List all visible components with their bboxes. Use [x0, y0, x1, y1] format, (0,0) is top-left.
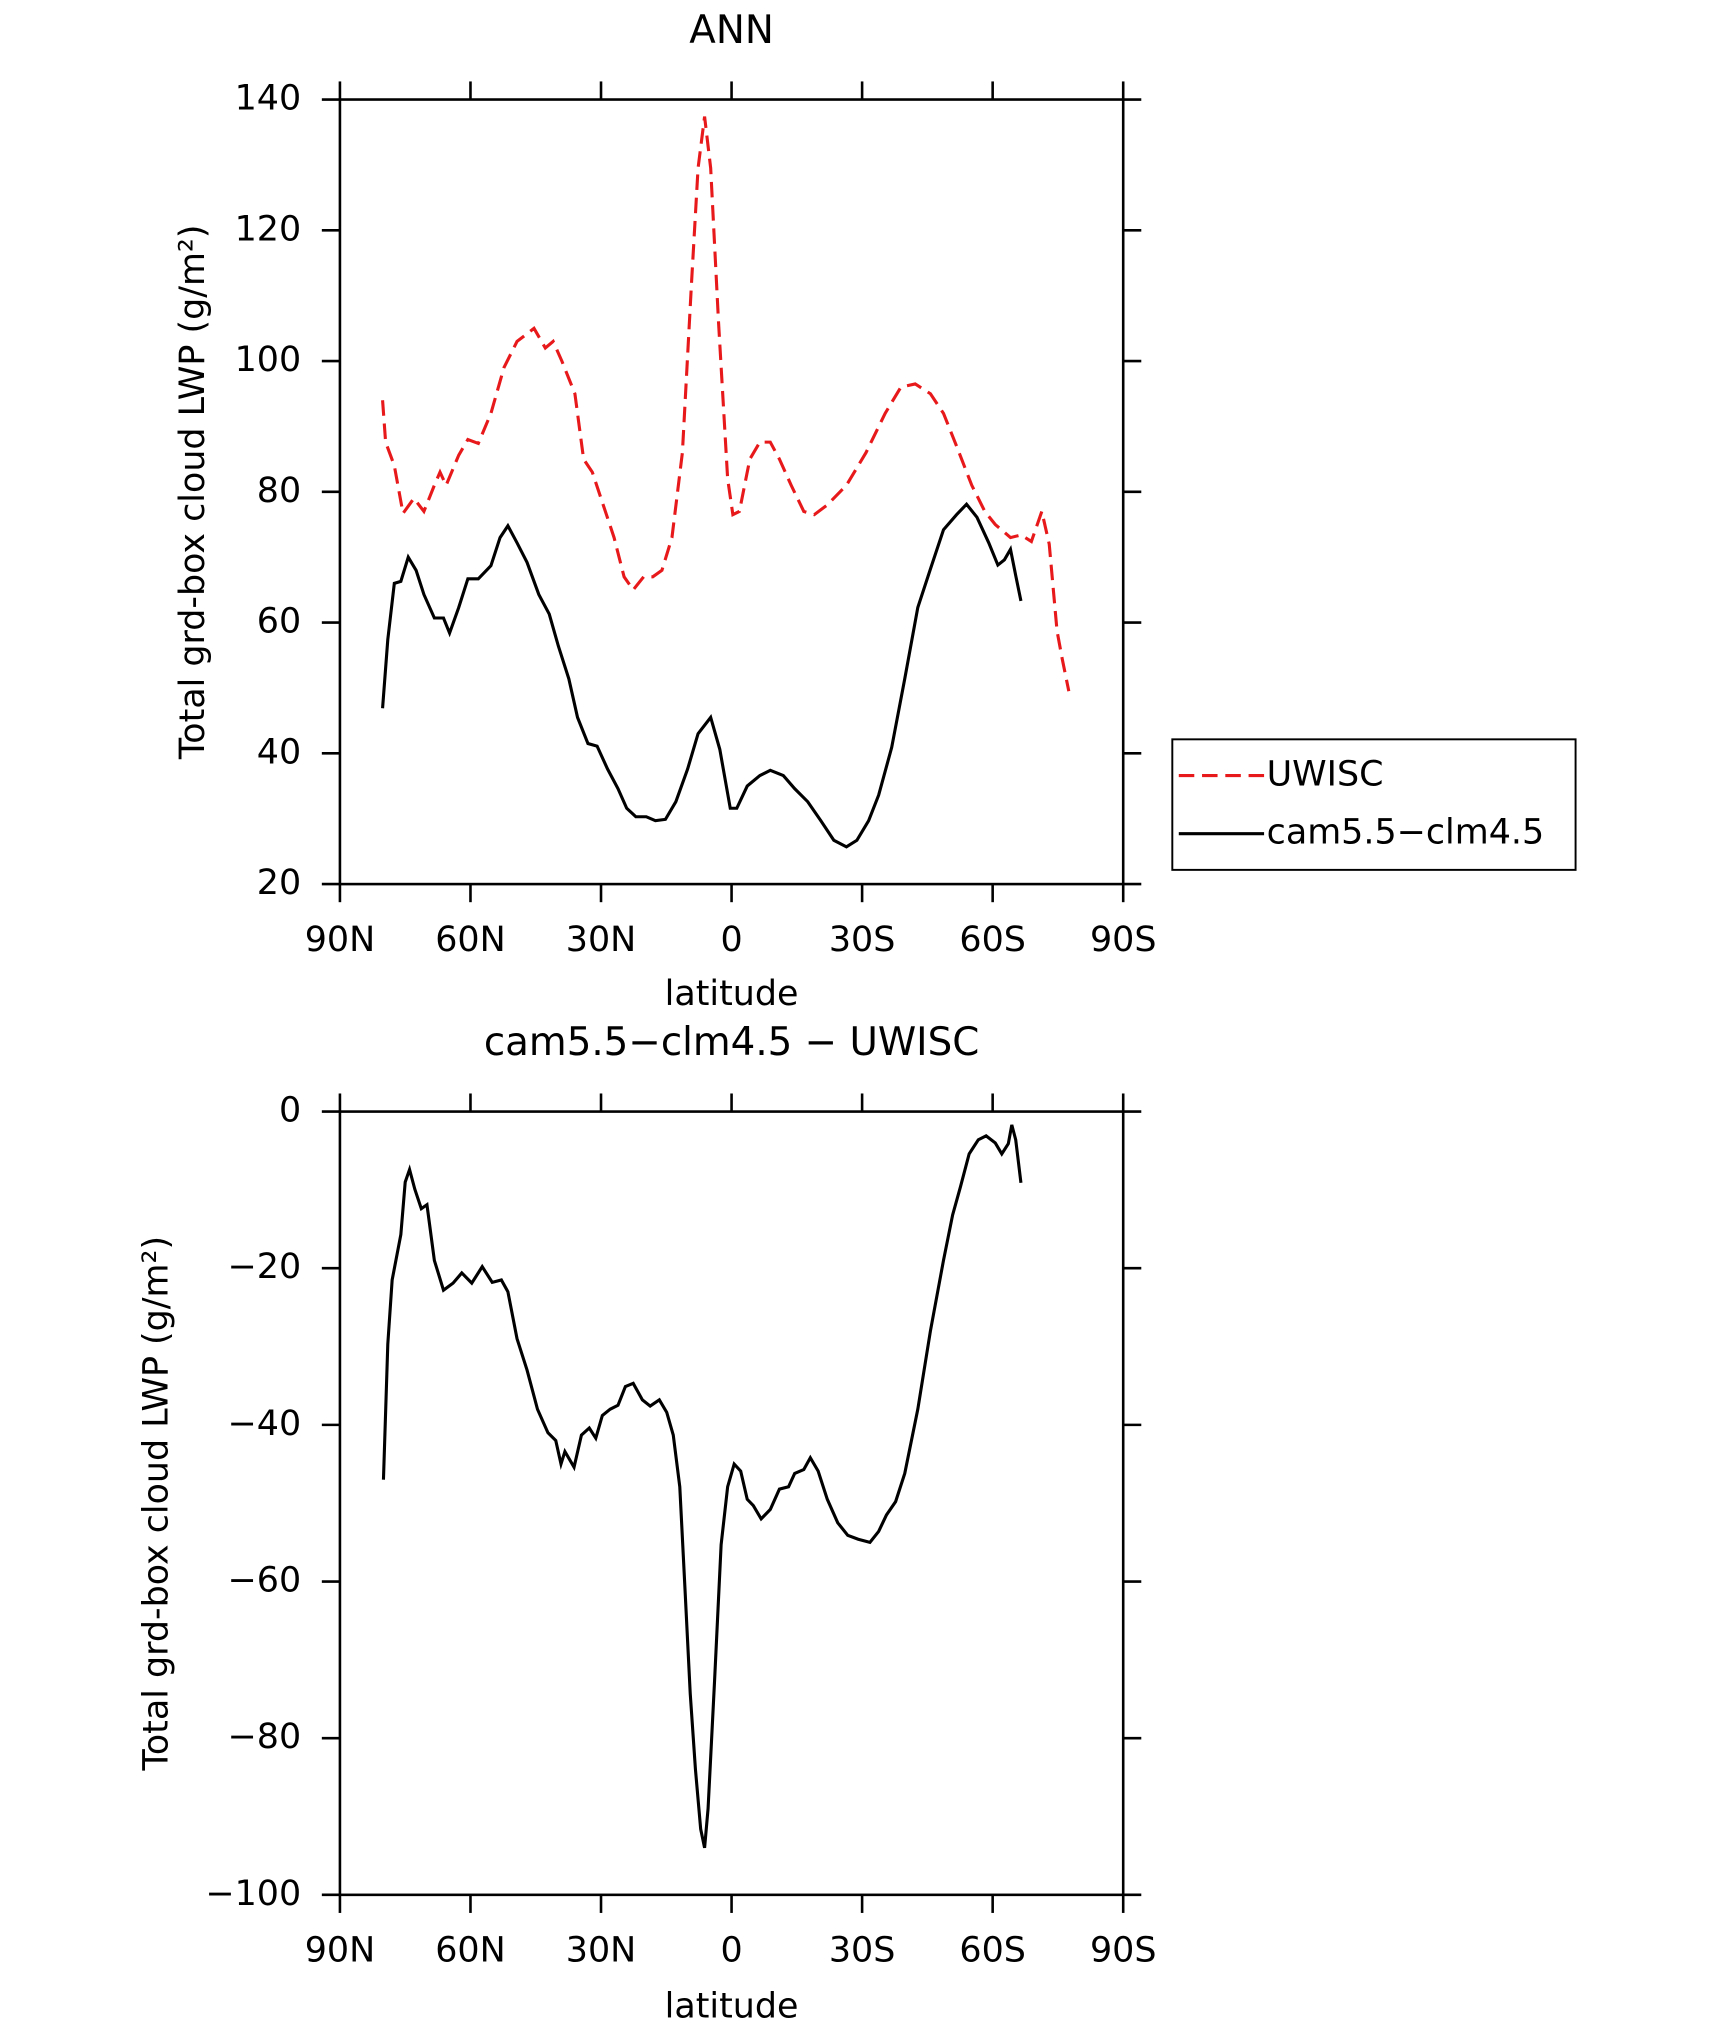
plot-frame	[338, 98, 1125, 886]
x-tick-label: 90N	[305, 920, 375, 960]
y-tick-label: 20	[257, 863, 301, 903]
legend-label: cam5.5−clm4.5	[1267, 813, 1545, 853]
plot-frame	[338, 1110, 1125, 1897]
x-tick-label: 60S	[959, 1931, 1026, 1971]
x-tick-label: 30N	[566, 920, 636, 960]
y-tick-label: 140	[235, 79, 302, 119]
x-tick-label: 90S	[1090, 1931, 1157, 1971]
x-tick-label: 30S	[829, 920, 896, 960]
y-tick-label: 100	[235, 340, 302, 380]
y-axis-label: Total grd-box cloud LWP (g/m²)	[137, 1236, 177, 1772]
x-tick-label: 30N	[566, 1931, 636, 1971]
x-tick-label: 60N	[435, 1931, 505, 1971]
y-tick-label: −80	[228, 1717, 302, 1757]
y-tick-label: −20	[228, 1247, 302, 1287]
x-tick-label: 0	[720, 1931, 742, 1971]
x-tick-label: 30S	[829, 1931, 896, 1971]
chart-title: ANN	[689, 8, 774, 53]
y-tick-label: 0	[279, 1091, 301, 1131]
x-tick-label: 60S	[959, 920, 1026, 960]
x-axis-label: latitude	[665, 1986, 799, 2021]
data-line	[381, 116, 1071, 692]
y-tick-label: 60	[257, 602, 301, 642]
y-tick-label: −60	[228, 1561, 302, 1601]
x-tick-label: 90N	[305, 1931, 375, 1971]
x-tick-label: 60N	[435, 920, 505, 960]
legend-label: UWISC	[1267, 755, 1384, 795]
x-axis-label: latitude	[665, 974, 799, 1014]
data-line	[381, 501, 1023, 849]
chart-title: cam5.5−clm4.5 − UWISC	[484, 1020, 979, 1065]
x-tick-label: 90S	[1090, 920, 1157, 960]
y-tick-label: −40	[228, 1404, 302, 1444]
x-tick-label: 0	[720, 920, 742, 960]
y-tick-label: 120	[235, 209, 302, 249]
y-axis-label: Total grd-box cloud LWP (g/m²)	[173, 224, 213, 760]
y-tick-label: 80	[257, 471, 301, 511]
data-line	[381, 1124, 1023, 1849]
legend-box	[1171, 738, 1577, 871]
y-tick-label: −100	[205, 1874, 301, 1914]
y-tick-label: 40	[257, 732, 301, 772]
